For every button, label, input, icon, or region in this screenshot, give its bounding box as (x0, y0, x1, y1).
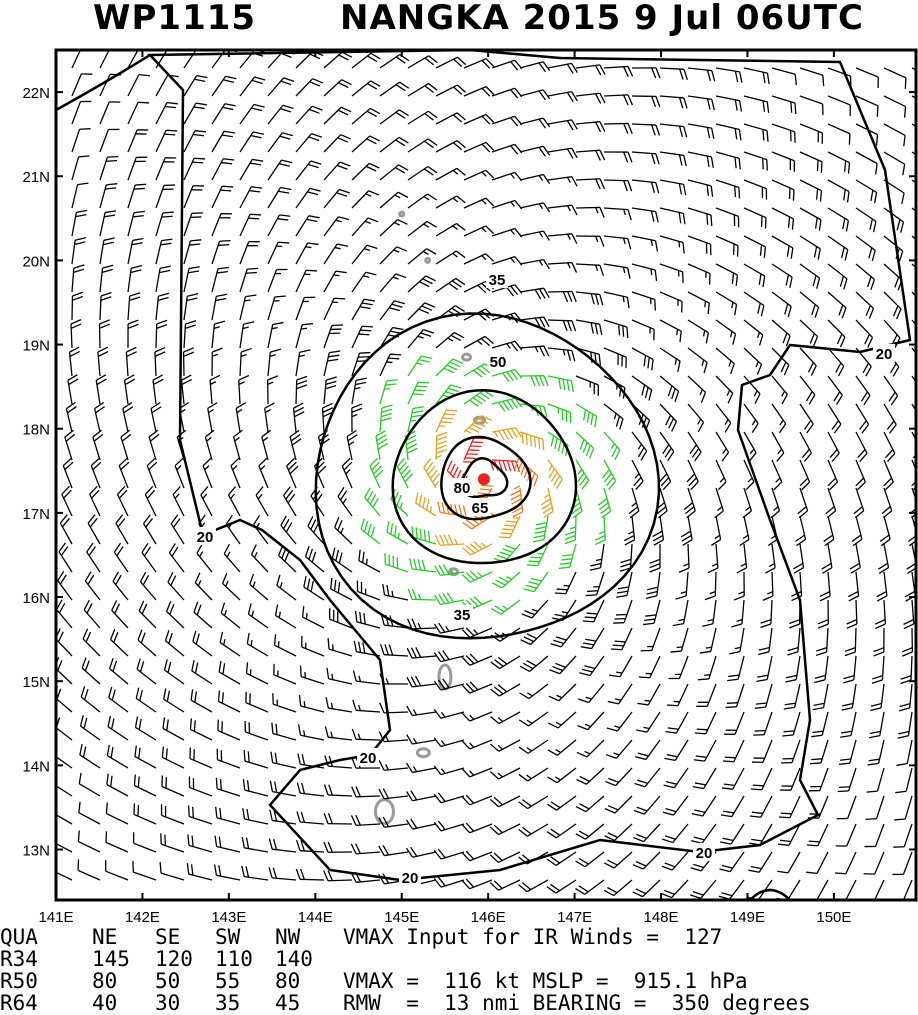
lat-tick-label: 15N (22, 674, 50, 691)
contour-label: 20 (696, 845, 713, 862)
contour-label: 20 (402, 870, 419, 887)
vmax-mslp-text: VMAX = 116 kt MSLP = 915.1 hPa (343, 970, 748, 992)
lat-tick-label: 22N (22, 85, 50, 102)
r34-label: R34 (0, 948, 38, 970)
contour-label: 80 (454, 480, 471, 497)
ne-header: NE (92, 926, 117, 948)
r64-nw: 45 (275, 992, 300, 1014)
lat-tick-label: 18N (22, 422, 50, 439)
contour-label: 35 (454, 607, 471, 624)
wind-radii-table: QUA NE SE SW NW VMAX Input for IR Winds … (0, 924, 918, 1014)
storm-center-marker (478, 473, 490, 485)
sw-header: SW (215, 926, 240, 948)
r64-se: 30 (155, 992, 180, 1014)
se-header: SE (155, 926, 180, 948)
contour-label: 20 (197, 529, 214, 546)
lat-tick-label: 13N (22, 843, 50, 860)
lat-tick-label: 20N (22, 253, 50, 270)
lat-tick-label: 19N (22, 338, 50, 355)
contour-label: 35 (489, 272, 506, 289)
contour-label: 20 (876, 346, 893, 363)
lat-tick-label: 21N (22, 169, 50, 186)
latitude-labels: 13N 14N 15N 16N 17N 18N 19N 20N 21N 22N (22, 85, 50, 859)
r50-nw: 80 (275, 970, 300, 992)
r50-se: 50 (155, 970, 180, 992)
r34-ne: 145 (92, 948, 130, 970)
r50-sw: 55 (215, 970, 240, 992)
qua-header: QUA (0, 926, 38, 948)
r64-ne: 40 (92, 992, 117, 1014)
lat-tick-label: 16N (22, 590, 50, 607)
r50-label: R50 (0, 970, 38, 992)
r64-sw: 35 (215, 992, 240, 1014)
r64-label: R64 (0, 992, 38, 1014)
contour-label: 50 (490, 354, 507, 371)
contour-label: 20 (360, 750, 377, 767)
contour-label: 65 (472, 500, 489, 517)
vmax-input-text: VMAX Input for IR Winds = 127 (343, 926, 722, 948)
rmw-bearing-text: RMW = 13 nmi BEARING = 350 degrees (343, 992, 811, 1014)
r50-ne: 80 (92, 970, 117, 992)
r34-sw: 110 (215, 948, 253, 970)
nw-header: NW (275, 926, 300, 948)
r34-se: 120 (155, 948, 193, 970)
r34-nw: 140 (275, 948, 313, 970)
lat-tick-label: 14N (22, 758, 50, 775)
lat-tick-label: 17N (22, 506, 50, 523)
